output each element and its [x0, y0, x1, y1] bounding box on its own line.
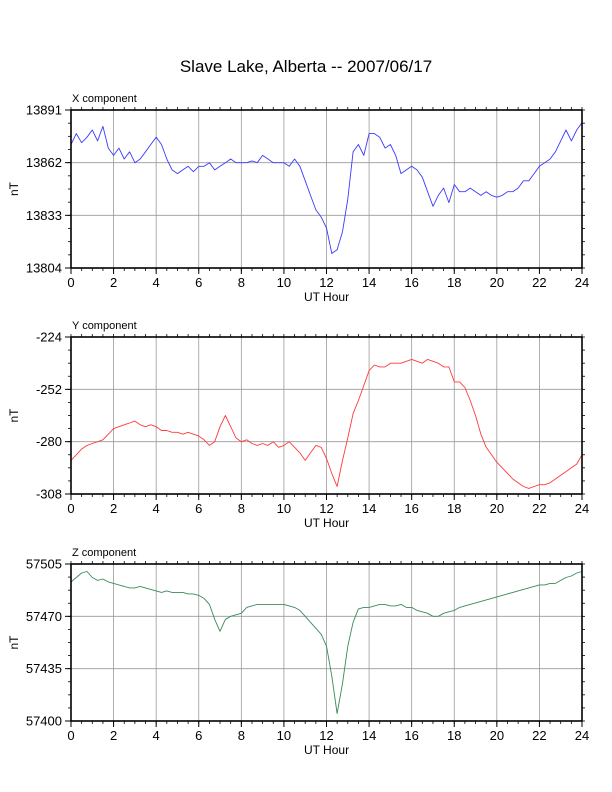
panel-2-x-tick-label: 14: [362, 501, 376, 516]
panel-3-x-tick-label: 6: [195, 728, 202, 743]
panel-3-data-line: [70, 571, 583, 714]
panel-1-x-tick-label: 0: [67, 275, 74, 290]
panel-3-x-tick-label: 14: [362, 728, 376, 743]
panel-1-y-tick-label: 13804: [26, 261, 62, 276]
panel-3-x-tick-label: 2: [110, 728, 117, 743]
panel-1-x-tick-label: 16: [404, 275, 418, 290]
panel-3-x-tick-label: 16: [404, 728, 418, 743]
panel-3-y-tick-label: 57470: [26, 609, 62, 624]
panel-3-y-tick-label: 57400: [26, 714, 62, 729]
panel-1-data-line: [70, 122, 583, 254]
panel-1-x-tick-label: 20: [490, 275, 504, 290]
panel-2-x-tick-label: 20: [490, 501, 504, 516]
panel-3-x-tick-label: 18: [447, 728, 461, 743]
panel-3-x-axis-label: UT Hour: [304, 743, 349, 757]
panel-2-x-tick-label: 24: [575, 501, 589, 516]
panel-2-x-tick-label: 22: [532, 501, 546, 516]
panel-1-x-axis-label: UT Hour: [304, 290, 349, 304]
panel-3-y-axis-label: nT: [7, 635, 21, 650]
panel-2-x-tick-label: 2: [110, 501, 117, 516]
panel-2-y-tick-label: -224: [36, 330, 62, 345]
panel-2-y-tick-label: -308: [36, 487, 62, 502]
panel-3-y-tick-label: 57435: [26, 661, 62, 676]
panel-2-x-tick-label: 12: [319, 501, 333, 516]
panel-1-x-tick-label: 2: [110, 275, 117, 290]
panel-1-x-tick-label: 4: [153, 275, 160, 290]
panel-1-x-tick-label: 14: [362, 275, 376, 290]
panel-1-x-tick-label: 10: [277, 275, 291, 290]
panel-1-x-tick-label: 12: [319, 275, 333, 290]
panel-2-y-axis-label: nT: [7, 408, 21, 423]
panel-2-x-tick-label: 16: [404, 501, 418, 516]
panel-2-y-tick-label: -252: [36, 382, 62, 397]
panel-1-x-tick-label: 24: [575, 275, 589, 290]
panel-2-x-tick-label: 18: [447, 501, 461, 516]
panel-2-x-tick-label: 10: [277, 501, 291, 516]
panel-3-x-tick-label: 20: [490, 728, 504, 743]
panel-2-data-line: [70, 358, 583, 489]
page-title: Slave Lake, Alberta -- 2007/06/17: [179, 57, 433, 76]
panel-1-x-tick-label: 6: [195, 275, 202, 290]
panel-3-x-tick-label: 0: [67, 728, 74, 743]
panel-1-y-axis-label: nT: [7, 181, 21, 196]
panel-1-y-tick-label: 13862: [26, 155, 62, 170]
panel-1-x-tick-label: 18: [447, 275, 461, 290]
panel-2-y-tick-label: -280: [36, 434, 62, 449]
panel-2-x-tick-label: 4: [153, 501, 160, 516]
panel-2-title: Y component: [72, 320, 137, 332]
panel-1-title: X component: [72, 93, 137, 105]
panel-3-x-tick-label: 12: [319, 728, 333, 743]
panel-2-x-axis-label: UT Hour: [304, 516, 349, 530]
panel-3-title: Z component: [72, 547, 136, 559]
panel-3-y-tick-label: 57505: [26, 557, 62, 572]
panel-3-x-tick-label: 8: [238, 728, 245, 743]
panel-3-x-tick-label: 22: [532, 728, 546, 743]
panel-3-x-tick-label: 24: [575, 728, 589, 743]
panel-1-x-tick-label: 22: [532, 275, 546, 290]
panel-2-x-tick-label: 0: [67, 501, 74, 516]
panel-3-x-tick-label: 10: [277, 728, 291, 743]
panel-1-y-tick-label: 13833: [26, 208, 62, 223]
panel-2-x-tick-label: 8: [238, 501, 245, 516]
panel-1-x-tick-label: 8: [238, 275, 245, 290]
panel-1-y-tick-label: 13891: [26, 103, 62, 118]
panel-2-x-tick-label: 6: [195, 501, 202, 516]
panel-3-x-tick-label: 4: [153, 728, 160, 743]
